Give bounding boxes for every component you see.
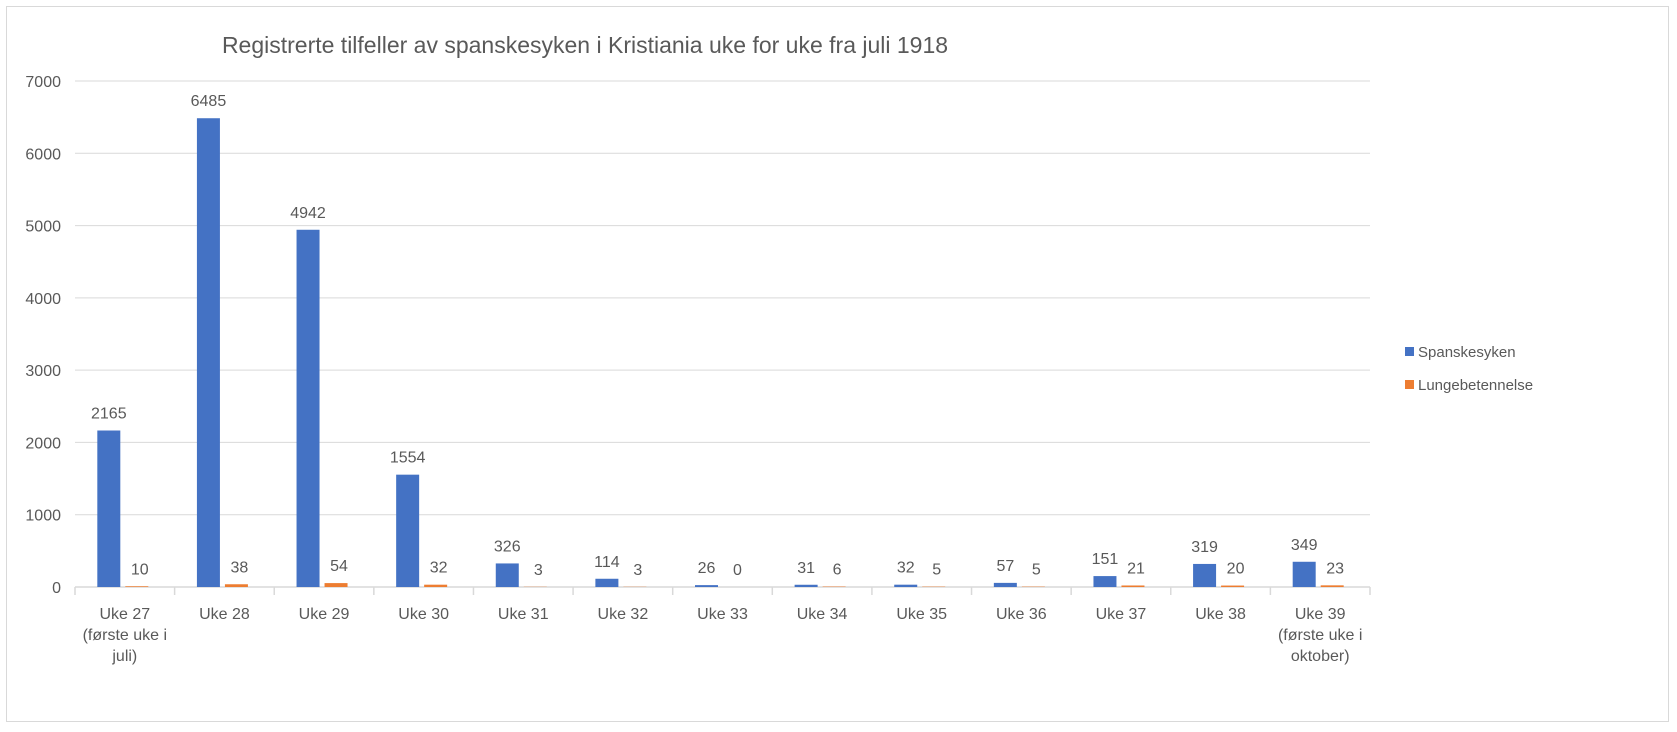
x-tick-label: Uke 30 — [398, 606, 449, 623]
bar-lungebetennelse — [424, 584, 448, 587]
bar-spanskesyken — [296, 229, 320, 587]
legend-swatch — [1405, 347, 1414, 356]
data-label: 326 — [494, 538, 521, 555]
bar-spanskesyken — [894, 584, 918, 587]
x-tick-label: Uke 38 — [1195, 606, 1246, 623]
legend-label: Lungebetennelse — [1418, 377, 1533, 394]
data-label: 5 — [932, 562, 941, 579]
data-label: 1554 — [390, 450, 426, 467]
x-tick-label: oktober) — [1291, 648, 1350, 665]
x-tick-label: (første uke i — [83, 627, 167, 644]
legend-swatch — [1405, 380, 1414, 389]
bar-spanskesyken — [993, 582, 1017, 587]
x-tick-label: (første uke i — [1278, 627, 1362, 644]
data-label: 4942 — [290, 205, 326, 222]
bar-lungebetennelse — [1221, 585, 1245, 587]
y-tick-label: 3000 — [25, 363, 61, 380]
chart-title: Registrerte tilfeller av spanskesyken i … — [222, 32, 948, 58]
data-label: 32 — [897, 560, 915, 577]
x-tick-label: Uke 29 — [299, 606, 350, 623]
x-tick-label: Uke 28 — [199, 606, 250, 623]
x-tick-label: Uke 32 — [598, 606, 649, 623]
data-label: 0 — [733, 562, 742, 579]
bar-spanskesyken — [1093, 576, 1117, 587]
bar-spanskesyken — [595, 578, 619, 587]
bar-spanskesyken — [396, 474, 420, 587]
bar-lungebetennelse — [224, 584, 248, 587]
data-label: 32 — [430, 560, 448, 577]
data-label: 151 — [1092, 551, 1119, 568]
data-label: 38 — [231, 559, 249, 576]
bar-spanskesyken — [1193, 563, 1217, 587]
bar-lungebetennelse — [324, 583, 348, 587]
bar-spanskesyken — [695, 585, 718, 587]
y-tick-label: 6000 — [25, 146, 61, 163]
bar-spanskesyken — [97, 430, 121, 587]
data-label: 26 — [698, 560, 716, 577]
data-label: 57 — [996, 558, 1014, 575]
x-tick-label: Uke 36 — [996, 606, 1047, 623]
x-tick-label: Uke 27 — [99, 606, 150, 623]
y-tick-label: 2000 — [25, 435, 61, 452]
x-tick-label: Uke 33 — [697, 606, 748, 623]
y-tick-label: 7000 — [25, 74, 61, 91]
data-label: 10 — [131, 561, 149, 578]
legend-label: Spanskesyken — [1418, 344, 1516, 361]
bar-spanskesyken — [196, 118, 220, 587]
bar-lungebetennelse — [1320, 585, 1344, 587]
data-label: 5 — [1032, 562, 1041, 579]
data-label: 6485 — [191, 93, 227, 110]
data-label: 6 — [833, 562, 842, 579]
y-tick-label: 5000 — [25, 219, 61, 236]
data-label: 114 — [594, 554, 620, 571]
data-label: 20 — [1227, 561, 1245, 578]
y-tick-label: 0 — [52, 580, 61, 597]
bar-spanskesyken — [1292, 561, 1316, 587]
bar-lungebetennelse — [125, 586, 149, 587]
y-tick-label: 1000 — [25, 508, 61, 525]
x-tick-label: juli) — [111, 648, 137, 665]
x-tick-label: Uke 34 — [797, 606, 848, 623]
bar-spanskesyken — [794, 584, 818, 587]
bar-lungebetennelse — [1121, 585, 1145, 587]
data-label: 31 — [797, 560, 815, 577]
bar-spanskesyken — [495, 563, 519, 587]
data-label: 21 — [1127, 560, 1145, 577]
y-tick-label: 4000 — [25, 291, 61, 308]
data-label: 2165 — [91, 406, 127, 423]
data-label: 349 — [1291, 537, 1318, 554]
data-label: 54 — [330, 558, 348, 575]
data-label: 3 — [534, 562, 543, 579]
x-tick-label: Uke 31 — [498, 606, 549, 623]
chart-frame — [6, 6, 1669, 722]
x-tick-label: Uke 39 — [1295, 606, 1346, 623]
data-label: 319 — [1191, 539, 1218, 556]
data-label: 3 — [633, 562, 642, 579]
data-label: 23 — [1326, 560, 1344, 577]
x-tick-label: Uke 37 — [1096, 606, 1147, 623]
x-tick-label: Uke 35 — [896, 606, 947, 623]
